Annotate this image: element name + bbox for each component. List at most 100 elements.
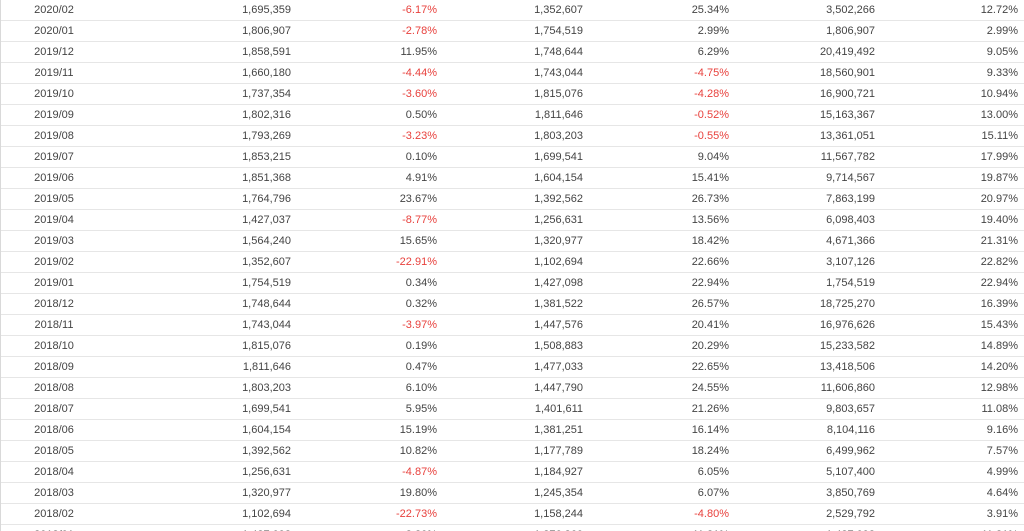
mom-change-cell: -6.17% [297,0,443,21]
cumulative-value-cell: 6,499,962 [735,440,881,462]
cumulative-change-cell: 4.99% [881,461,1024,483]
value-cell: 1,793,269 [155,125,297,147]
mom-change-cell: -22.73% [297,503,443,525]
mom-change-cell: 4.91% [297,167,443,189]
mom-change-cell: 0.10% [297,146,443,168]
value-cell: 1,851,368 [155,167,297,189]
mom-change-cell: 0.32% [297,293,443,315]
cumulative-change-cell: 21.31% [881,230,1024,252]
month-cell: 2019/05 [1,188,155,210]
prior-year-value-cell: 1,754,519 [443,20,589,42]
yoy-change-cell: 26.73% [589,188,735,210]
mom-change-cell: -2.78% [297,20,443,42]
prior-year-value-cell: 1,508,883 [443,335,589,357]
mom-change-cell: 0.19% [297,335,443,357]
yoy-change-cell: 6.07% [589,482,735,504]
table-row: 2020/02 1,695,359 -6.17% 1,352,607 25.34% 3,5… [1,0,1024,21]
cumulative-change-cell: 12.98% [881,377,1024,399]
cumulative-change-cell: 4.64% [881,482,1024,504]
mom-change-cell: 0.34% [297,272,443,294]
table-row: 2019/11 1,660,180 -4.44% 1,743,044 -4.75% 18,… [1,62,1024,84]
mom-change-cell: 10.82% [297,440,443,462]
value-cell: 1,754,519 [155,272,297,294]
table-row: 2019/04 1,427,037 -8.77% 1,256,631 13.56% 6,0… [1,209,1024,231]
yoy-change-cell: 26.57% [589,293,735,315]
value-cell: 1,256,631 [155,461,297,483]
month-cell: 2018/07 [1,398,155,420]
value-cell: 1,811,646 [155,356,297,378]
value-cell: 1,695,359 [155,0,297,21]
cumulative-value-cell: 13,418,506 [735,356,881,378]
cumulative-change-cell: 19.40% [881,209,1024,231]
yoy-change-cell: 22.66% [589,251,735,273]
value-cell: 1,815,076 [155,335,297,357]
cumulative-change-cell: 11.81% [881,524,1024,531]
cumulative-value-cell: 11,606,860 [735,377,881,399]
mom-change-cell: 15.65% [297,230,443,252]
table-row: 2019/07 1,853,215 0.10% 1,699,541 9.04% 11,56… [1,146,1024,168]
mom-change-cell: -3.23% [297,125,443,147]
month-cell: 2019/01 [1,272,155,294]
prior-year-value-cell: 1,381,251 [443,419,589,441]
prior-year-value-cell: 1,184,927 [443,461,589,483]
prior-year-value-cell: 1,815,076 [443,83,589,105]
table-row: 2019/09 1,802,316 0.50% 1,811,646 -0.52% 15,1… [1,104,1024,126]
yoy-change-cell: -0.52% [589,104,735,126]
cumulative-change-cell: 3.91% [881,503,1024,525]
table-row: 2018/08 1,803,203 6.10% 1,447,790 24.55% 11,6… [1,377,1024,399]
cumulative-value-cell: 15,163,367 [735,104,881,126]
yoy-change-cell: 6.29% [589,41,735,63]
cumulative-change-cell: 11.08% [881,398,1024,420]
cumulative-value-cell: 3,502,266 [735,0,881,21]
mom-change-cell: -4.87% [297,461,443,483]
cumulative-value-cell: 4,671,366 [735,230,881,252]
month-cell: 2018/04 [1,461,155,483]
cumulative-value-cell: 3,107,126 [735,251,881,273]
yoy-change-cell: 20.41% [589,314,735,336]
value-cell: 1,352,607 [155,251,297,273]
prior-year-value-cell: 1,392,562 [443,188,589,210]
yoy-change-cell: -4.28% [589,83,735,105]
cumulative-value-cell: 1,427,098 [735,524,881,531]
month-cell: 2018/12 [1,293,155,315]
prior-year-value-cell: 1,748,644 [443,41,589,63]
value-cell: 1,604,154 [155,419,297,441]
cumulative-change-cell: 15.43% [881,314,1024,336]
table-row: 2019/12 1,858,591 11.95% 1,748,644 6.29% 20,4… [1,41,1024,63]
prior-year-value-cell: 1,177,789 [443,440,589,462]
cumulative-value-cell: 13,361,051 [735,125,881,147]
cumulative-change-cell: 15.11% [881,125,1024,147]
month-cell: 2018/05 [1,440,155,462]
mom-change-cell: 0.50% [297,104,443,126]
table-row: 2018/02 1,102,694 -22.73% 1,158,244 -4.80% 2,… [1,503,1024,525]
cumulative-change-cell: 20.97% [881,188,1024,210]
value-cell: 1,743,044 [155,314,297,336]
mom-change-cell: 23.67% [297,188,443,210]
month-cell: 2020/02 [1,0,155,21]
value-cell: 1,427,037 [155,209,297,231]
mom-change-cell: 5.95% [297,398,443,420]
prior-year-value-cell: 1,803,203 [443,125,589,147]
prior-year-value-cell: 1,447,576 [443,314,589,336]
value-cell: 1,737,354 [155,83,297,105]
cumulative-value-cell: 20,419,492 [735,41,881,63]
month-cell: 2019/07 [1,146,155,168]
yoy-change-cell: 13.56% [589,209,735,231]
value-cell: 1,764,796 [155,188,297,210]
cumulative-value-cell: 5,107,400 [735,461,881,483]
yoy-change-cell: -4.75% [589,62,735,84]
table-row: 2020/01 1,806,907 -2.78% 1,754,519 2.99% 1,80… [1,20,1024,42]
prior-year-value-cell: 1,256,631 [443,209,589,231]
table-row: 2018/03 1,320,977 19.80% 1,245,354 6.07% 3,85… [1,482,1024,504]
yoy-change-cell: 24.55% [589,377,735,399]
month-cell: 2019/09 [1,104,155,126]
yoy-change-cell: -4.80% [589,503,735,525]
yoy-change-cell: 11.81% [589,524,735,531]
mom-change-cell: 6.10% [297,377,443,399]
prior-year-value-cell: 1,158,244 [443,503,589,525]
table-row: 2018/04 1,256,631 -4.87% 1,184,927 6.05% 5,10… [1,461,1024,483]
table-row: 2019/06 1,851,368 4.91% 1,604,154 15.41% 9,71… [1,167,1024,189]
cumulative-value-cell: 18,560,901 [735,62,881,84]
cumulative-change-cell: 22.82% [881,251,1024,273]
